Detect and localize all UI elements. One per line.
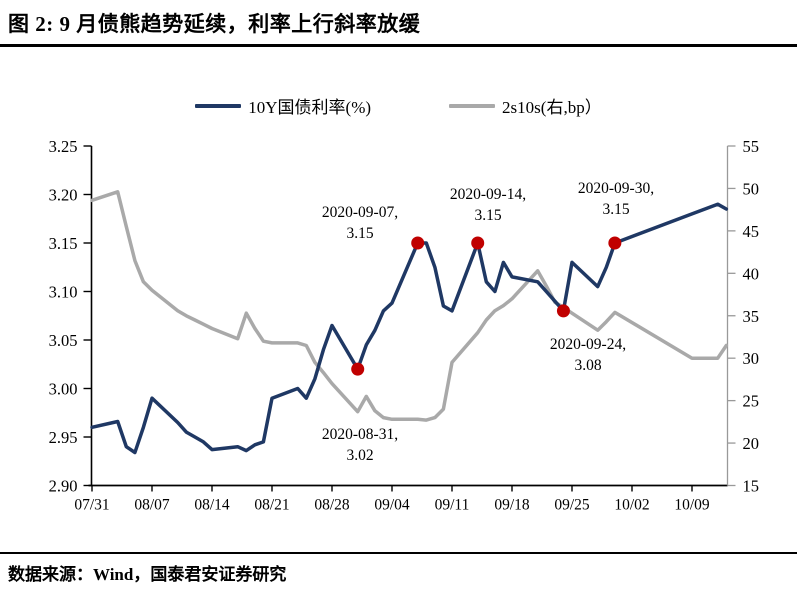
- legend-item-10y: 10Y国债利率(%): [195, 93, 371, 118]
- marker-dot: [556, 304, 570, 318]
- marker-dot: [608, 236, 622, 250]
- x-axis-tick-label: 09/04: [374, 497, 410, 514]
- annotation-date: 2020-09-30,: [577, 180, 655, 197]
- x-axis-tick-label: 09/11: [435, 497, 470, 514]
- figure-title: 图 2: 9 月债熊趋势延续，利率上行斜率放缓: [8, 12, 421, 36]
- data-source-note: 数据来源：Wind，国泰君安证券研究: [8, 565, 287, 584]
- marker-annotation: 2020-09-14, 3.15: [398, 184, 578, 226]
- marker-annotation: 2020-09-07, 3.15: [270, 202, 450, 244]
- left-axis-tick-label: 2.90: [49, 477, 78, 496]
- left-axis-tick-label: 3.20: [49, 186, 78, 205]
- annotation-date: 2020-09-07,: [321, 204, 399, 221]
- x-axis-tick-label: 09/18: [494, 497, 530, 514]
- legend-item-2s10s: 2s10s(右,bp）: [449, 93, 602, 118]
- x-axis-tick-label: 10/02: [614, 497, 649, 514]
- annotation-date: 2020-08-31,: [321, 426, 399, 443]
- x-axis-tick-label: 10/09: [674, 497, 710, 514]
- right-axis-tick-label: 30: [743, 349, 760, 368]
- x-axis-tick-label: 08/28: [314, 497, 350, 514]
- right-axis-tick-label: 45: [743, 222, 760, 241]
- marker-dot: [351, 362, 365, 376]
- title-divider: [0, 44, 797, 47]
- annotation-date: 2020-09-24,: [549, 336, 627, 353]
- right-axis-tick-label: 55: [743, 137, 760, 156]
- left-axis-tick-label: 3.10: [49, 283, 78, 302]
- marker-annotation: 2020-09-30, 3.15: [526, 178, 706, 220]
- marker-dot: [471, 236, 485, 250]
- annotation-value: 3.02: [346, 447, 374, 464]
- marker-annotation: 2020-09-24, 3.08: [498, 334, 678, 376]
- x-axis-tick-label: 08/07: [134, 497, 170, 514]
- left-axis-tick-label: 3.25: [49, 137, 78, 156]
- right-axis-tick-label: 25: [743, 392, 760, 411]
- annotation-value: 3.15: [346, 225, 374, 242]
- legend-label-10y: 10Y国债利率(%): [248, 98, 372, 117]
- right-axis-tick-label: 20: [743, 434, 760, 453]
- legend-swatch-2s10s-line: [449, 103, 496, 108]
- x-axis-tick-label: 07/31: [74, 497, 109, 514]
- right-axis-tick-label: 40: [743, 264, 760, 283]
- marker-dot: [411, 236, 425, 250]
- legend-label-2s10s: 2s10s(右,bp）: [502, 98, 602, 117]
- annotation-value: 3.08: [574, 357, 602, 374]
- x-axis-tick-label: 08/21: [254, 497, 289, 514]
- chart-legend: 10Y国债利率(%) 2s10s(右,bp）: [0, 93, 797, 118]
- x-axis-tick-label: 09/25: [554, 497, 590, 514]
- annotation-value: 3.15: [602, 201, 630, 218]
- series-line-10y: [90, 202, 729, 455]
- right-axis-tick-label: 35: [743, 307, 760, 326]
- legend-swatch-10y-line: [195, 103, 242, 108]
- left-axis-tick-label: 3.15: [49, 234, 78, 253]
- right-axis-tick-label: 15: [743, 477, 760, 496]
- left-axis-tick-label: 2.95: [49, 428, 78, 447]
- left-axis-tick-label: 3.00: [49, 380, 78, 399]
- annotation-date: 2020-09-14,: [449, 186, 527, 203]
- right-axis-tick-label: 50: [743, 179, 760, 198]
- marker-annotation: 2020-08-31, 3.02: [270, 424, 450, 466]
- footer-divider: [0, 552, 797, 554]
- annotation-value: 3.15: [474, 207, 502, 224]
- x-axis-tick-label: 08/14: [194, 497, 230, 514]
- left-axis-tick-label: 3.05: [49, 331, 78, 350]
